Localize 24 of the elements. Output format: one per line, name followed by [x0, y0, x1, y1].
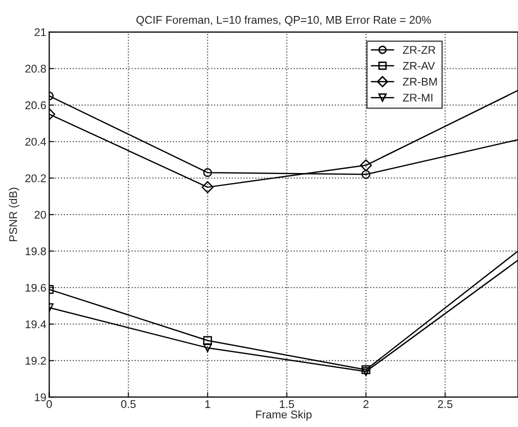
y-tick-label: 20: [34, 210, 46, 219]
y-tick-label: 20.8: [25, 64, 46, 73]
x-axis-title: Frame Skip: [256, 410, 312, 421]
x-tick-label: 2.5: [438, 400, 452, 408]
y-tick-label: 19.6: [26, 284, 46, 292]
y-tick-label: 19: [34, 393, 46, 402]
y-tick-label: 20.6: [25, 101, 46, 110]
y-axis-title: PSNR (dB): [8, 188, 20, 242]
legend-label: ZR-ZR: [402, 46, 436, 54]
chart-title: QCIF Foreman, L=10 frames, QP=10, MB Error Rate = 20%: [136, 16, 431, 26]
y-tick-label: 19.4: [26, 320, 46, 328]
x-tick-label: 2: [363, 400, 368, 408]
x-tick-label: 0.5: [121, 400, 136, 408]
x-tick-label: 1.5: [280, 400, 294, 408]
y-tick-label: 19.2: [26, 356, 46, 365]
y-tick-label: 19.8: [26, 247, 46, 256]
y-tick-label: 21: [34, 28, 46, 36]
y-tick-label: 20.2: [25, 174, 46, 182]
legend-label: ZR-BM: [402, 78, 437, 86]
x-tick-label: 1: [205, 400, 210, 408]
legend-label: ZR-AV: [402, 62, 435, 70]
legend-label: ZR-MI: [402, 94, 432, 102]
y-tick-label: 20.4: [25, 138, 46, 146]
x-tick-label: 0: [46, 400, 52, 408]
